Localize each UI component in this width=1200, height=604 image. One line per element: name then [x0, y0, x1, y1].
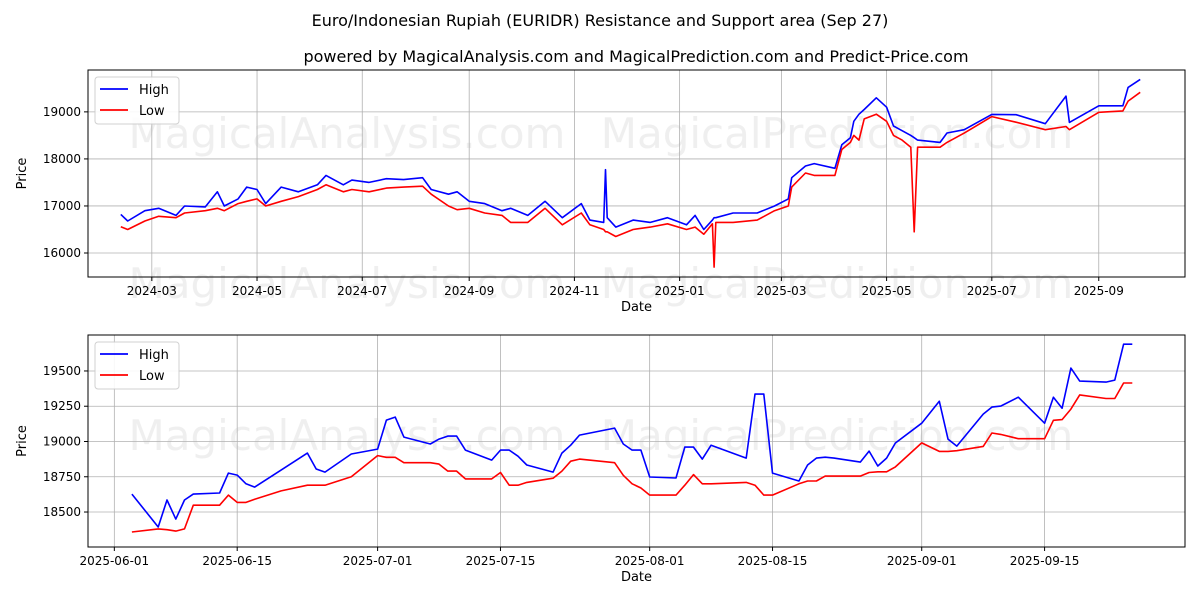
y-axis-label: Price [15, 158, 30, 190]
legend-label-high: High [139, 83, 169, 98]
watermark-text: MagicalAnalysis.com [129, 259, 566, 308]
y-tick-label: 19000 [43, 434, 81, 448]
x-axis-label: Date [621, 570, 652, 585]
x-tick-label: 2025-06-15 [202, 554, 272, 568]
x-tick-label: 2024-07 [337, 284, 387, 298]
legend-label-low: Low [139, 104, 165, 119]
x-tick-label: 2025-06-01 [79, 554, 149, 568]
watermark-text: MagicalAnalysis.com [129, 411, 566, 460]
series-line-high [131, 343, 1133, 528]
legend: High Low [94, 341, 180, 390]
chart-title: Euro/Indonesian Rupiah (EURIDR) Resistan… [312, 11, 889, 30]
y-tick-label: 18750 [43, 470, 81, 484]
x-tick-label: 2024-03 [127, 284, 177, 298]
x-tick-label: 2025-01 [655, 284, 705, 298]
y-tick-label: 19000 [43, 105, 81, 119]
x-tick-label: 2024-11 [549, 284, 599, 298]
x-tick-label: 2024-05 [232, 284, 282, 298]
x-tick-label: 2024-09 [444, 284, 494, 298]
x-tick-label: 2025-08-01 [615, 554, 685, 568]
y-tick-label: 18500 [43, 505, 81, 519]
watermark-text: MagicalAnalysis.com [129, 109, 566, 158]
y-tick-label: 19500 [43, 364, 81, 378]
chart-subtitle: powered by MagicalAnalysis.com and Magic… [303, 47, 968, 66]
x-tick-label: 2025-09 [1074, 284, 1124, 298]
plot-frame [87, 334, 1186, 548]
series-line-low [120, 91, 1141, 268]
y-axis-label: Price [15, 425, 30, 457]
x-tick-label: 2025-05 [862, 284, 912, 298]
y-tick-label: 19250 [43, 399, 81, 413]
watermark-text: MagicalPrediction.com [601, 109, 1074, 158]
y-tick-label: 16000 [43, 246, 81, 260]
legend-label-low: Low [139, 369, 165, 384]
legend: High Low [94, 76, 180, 125]
series-line-low [131, 382, 1133, 533]
x-tick-label: 2025-07 [967, 284, 1017, 298]
bottom-plot: MagicalAnalysis.com MagicalPrediction.com… [15, 334, 1186, 585]
x-tick-label: 2025-09-15 [1010, 554, 1080, 568]
legend-label-high: High [139, 348, 169, 363]
plot-frame [87, 69, 1186, 278]
watermark-text: MagicalPrediction.com [601, 411, 1074, 460]
x-tick-label: 2025-03 [756, 284, 806, 298]
x-tick-label: 2025-08-15 [738, 554, 808, 568]
x-tick-label: 2025-07-01 [343, 554, 413, 568]
y-tick-label: 18000 [43, 152, 81, 166]
x-tick-label: 2025-09-01 [887, 554, 957, 568]
y-tick-label: 17000 [43, 199, 81, 213]
series-line-high [120, 78, 1141, 231]
x-tick-label: 2025-07-15 [466, 554, 536, 568]
top-plot: MagicalAnalysis.com MagicalPrediction.com… [15, 69, 1186, 315]
x-axis-label: Date [621, 300, 652, 315]
